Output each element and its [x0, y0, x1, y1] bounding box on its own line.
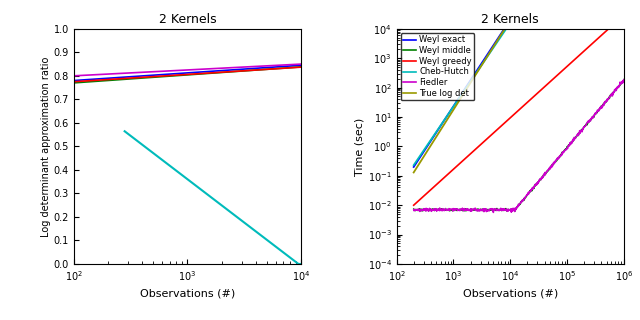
Y-axis label: Time (sec): Time (sec) — [355, 117, 365, 176]
Title: 2 Kernels: 2 Kernels — [481, 13, 539, 26]
Legend: Weyl exact, Weyl middle, Weyl greedy, Cheb-Hutch, Fiedler, True log det: Weyl exact, Weyl middle, Weyl greedy, Ch… — [401, 33, 474, 100]
X-axis label: Observations (#): Observations (#) — [463, 288, 558, 298]
X-axis label: Observations (#): Observations (#) — [140, 288, 235, 298]
Y-axis label: Log determinant approximation ratio: Log determinant approximation ratio — [40, 56, 51, 236]
Title: 2 Kernels: 2 Kernels — [159, 13, 216, 26]
